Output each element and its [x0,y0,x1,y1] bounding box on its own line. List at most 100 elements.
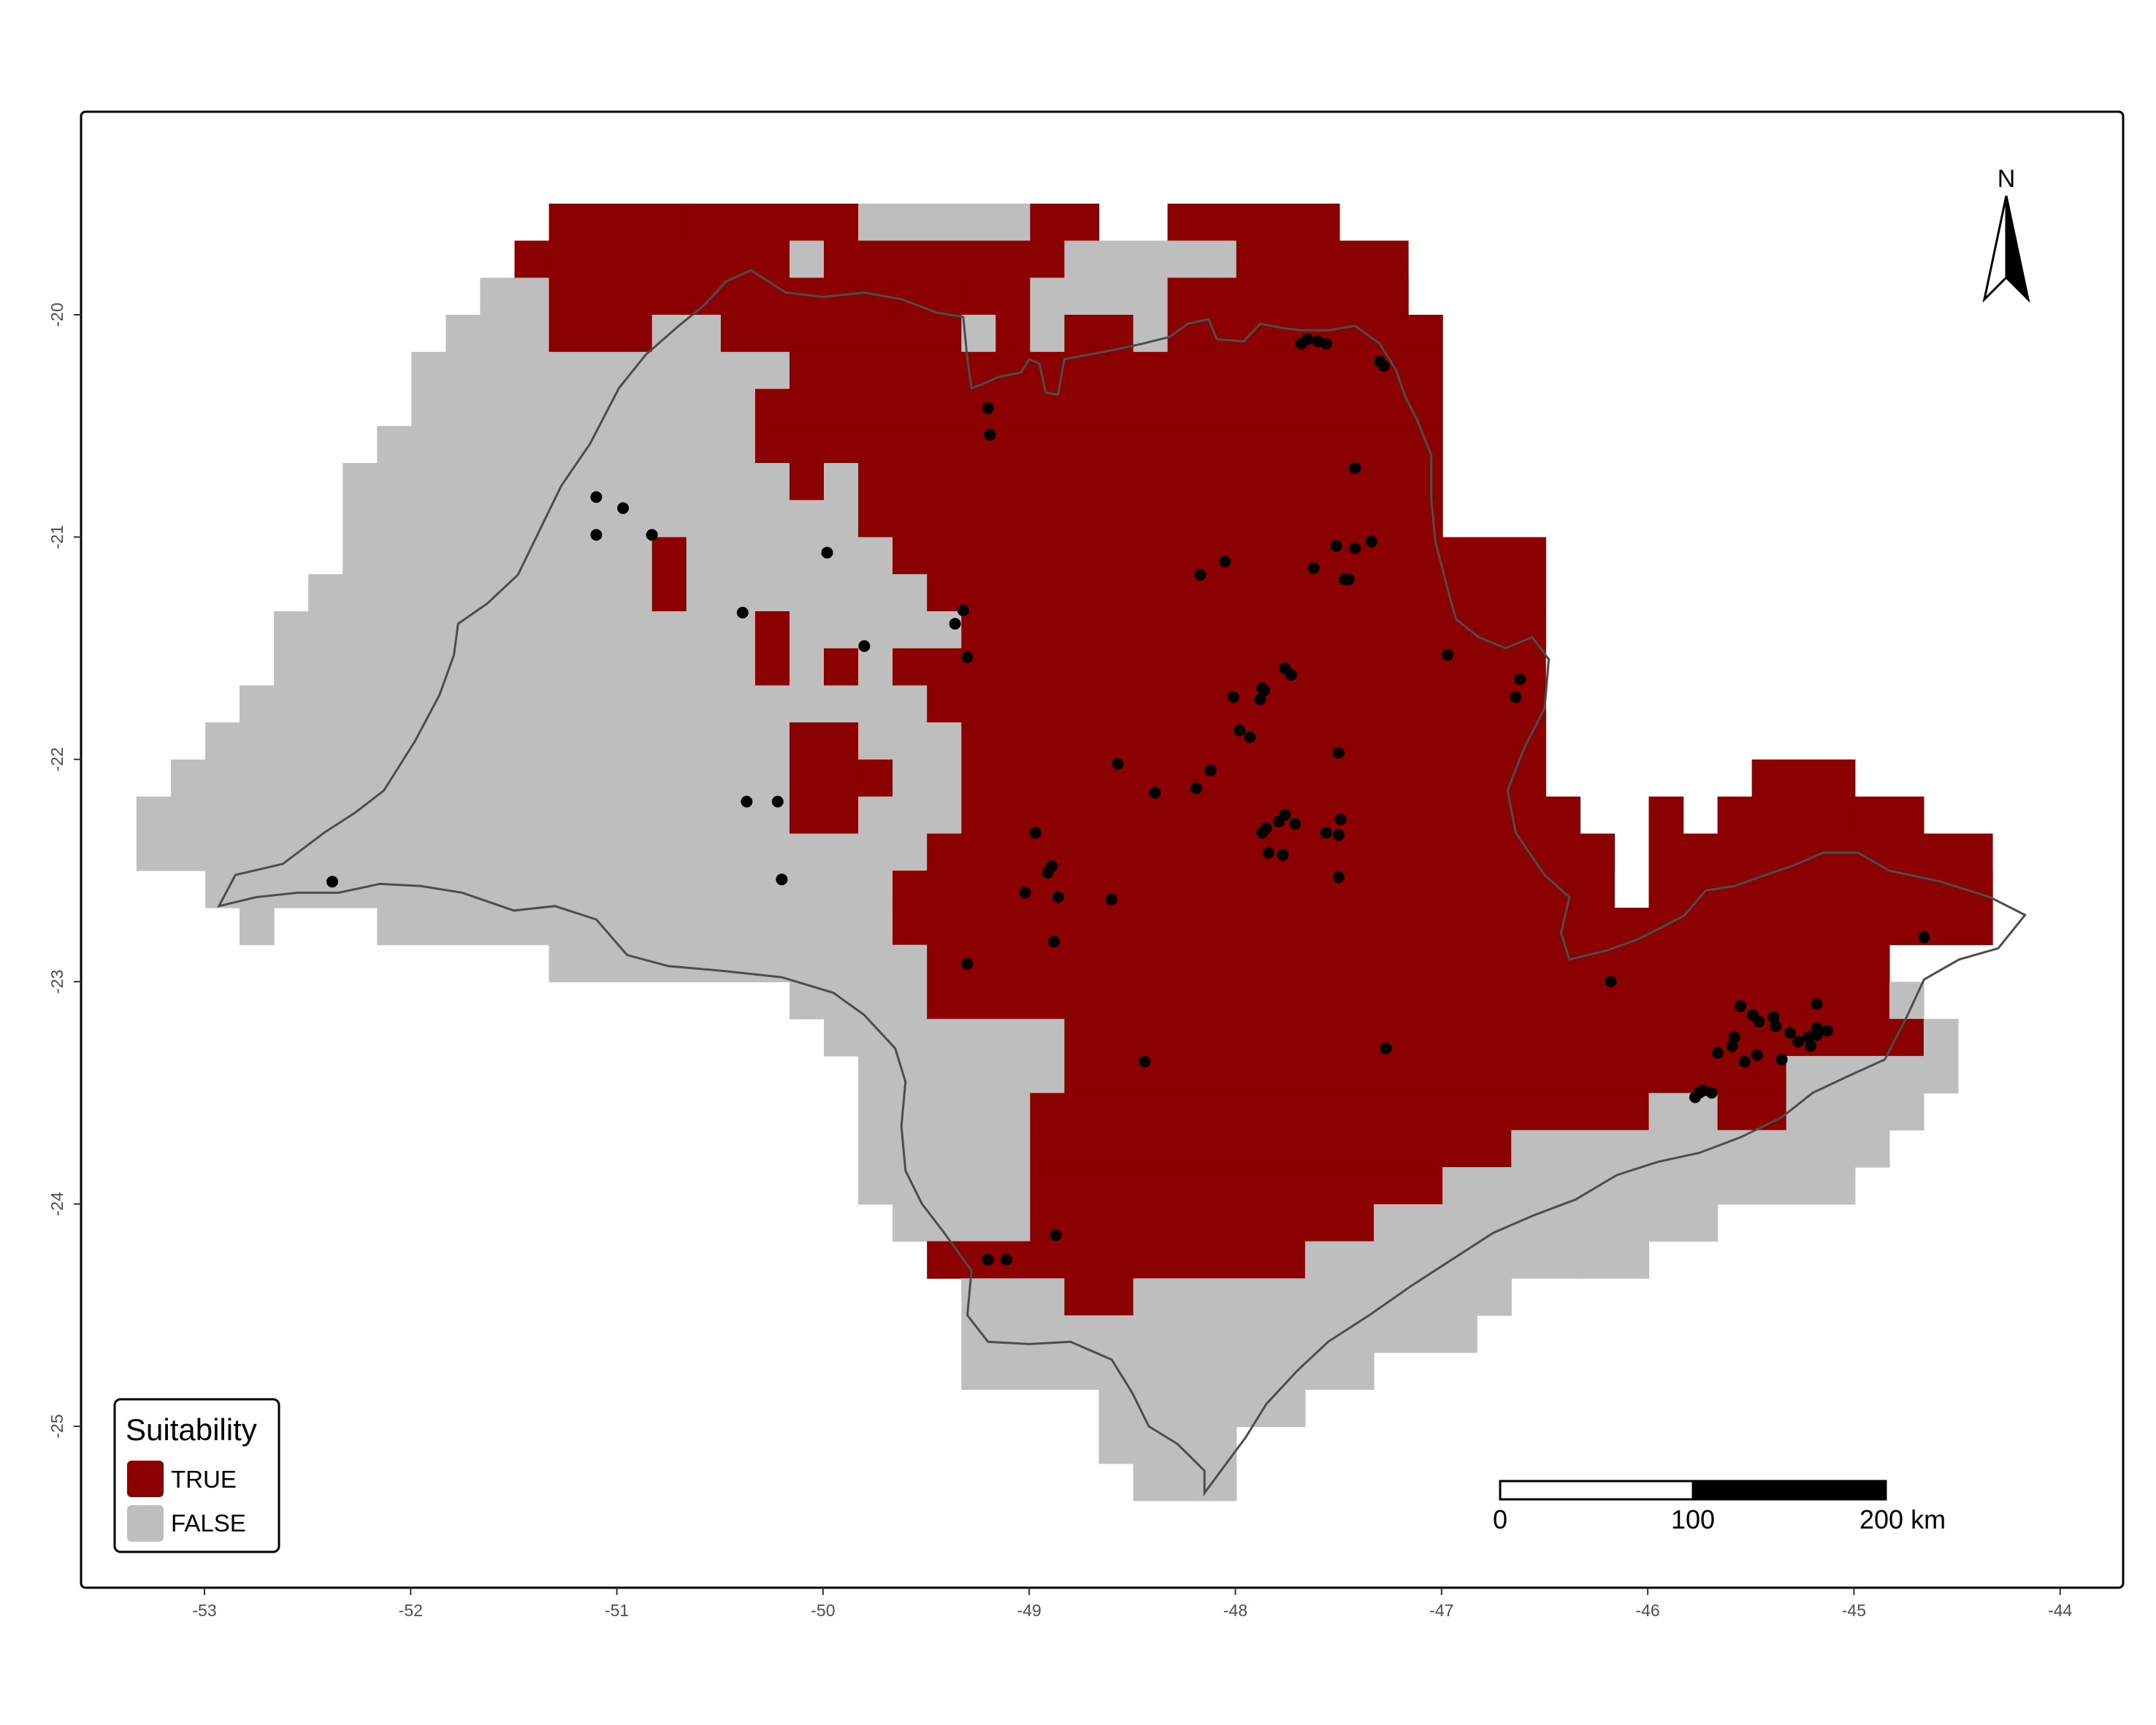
raster-cell-false [1786,1055,1821,1094]
occurrence-point [1256,827,1269,839]
y-tick-label: -24 [47,1192,66,1216]
raster-cell-false [343,500,446,538]
raster-cell-true [548,278,893,315]
occurrence-point [1052,891,1064,903]
occurrence-point [1767,1011,1780,1023]
raster-cell-true [1030,1204,1375,1242]
raster-cell-false [961,203,1031,242]
raster-cell-false [1098,1426,1237,1464]
raster-cell-false [824,685,859,723]
scale-bar-white-segment [1499,1480,1694,1501]
raster-cell-false [1511,1130,1821,1168]
raster-cell-false [754,463,790,501]
legend-label-true: TRUE [171,1466,237,1493]
raster-cell-false [205,833,928,871]
raster-cell-false [1098,1315,1478,1353]
raster-cell-true [995,315,1031,353]
raster-cell-true [927,685,1546,723]
raster-cell-false [858,1167,1031,1205]
raster-cell-true [754,648,790,686]
raster-cell-true [961,611,1546,649]
occurrence-point [1272,816,1285,827]
occurrence-point [1262,846,1274,859]
north-arrow-label: N [1998,165,2016,193]
occurrence-point [1770,1020,1782,1033]
occurrence-point [1811,1029,1823,1041]
y-tick-label: -22 [47,747,66,771]
legend-swatch-true [127,1461,164,1497]
occurrence-point [1728,1031,1740,1044]
raster-cell-false [274,611,378,649]
raster-cell-true [754,426,1443,464]
raster-cell-false [1820,1130,1890,1168]
raster-cell-false [1923,1019,1959,1057]
raster-cell-false [892,982,928,1020]
raster-cell-true [1064,1278,1134,1316]
occurrence-point [1342,573,1355,586]
occurrence-point [949,618,961,630]
raster-cell-true [1030,203,1100,242]
occurrence-point [1234,724,1246,737]
raster-cell-true [1648,871,1993,909]
raster-cell-false [1133,315,1169,353]
raster-cell-false [343,537,412,575]
raster-cell-false [790,648,825,686]
x-tick-label: -45 [1842,1601,1866,1620]
raster-cell-false [754,685,790,723]
occurrence-point [1349,462,1361,474]
raster-cell-false [1133,1464,1237,1502]
occurrence-point [982,402,994,414]
raster-cell-false [514,351,722,390]
occurrence-point [961,957,974,970]
occurrence-points [326,333,1930,1266]
occurrence-point [1334,814,1347,825]
scale-bar: 0 100 200 km [1493,1480,1946,1534]
occurrence-point [1792,1036,1805,1048]
x-tick-label: -51 [605,1601,629,1620]
raster-cell-true [651,537,687,575]
raster-cell-false [1304,1241,1580,1279]
raster-cell-true [927,315,962,353]
occurrence-point [1712,1047,1724,1059]
occurrence-point [1307,562,1320,574]
occurrence-point [1019,887,1031,899]
raster-cell-true [824,240,1031,278]
raster-cell-true [892,648,1546,686]
occurrence-point [1258,684,1270,697]
x-tick-label: -48 [1223,1601,1247,1620]
raster-cell-false [892,760,962,798]
raster-cell-false [343,648,756,686]
raster-cell-false [240,907,275,946]
occurrence-point [1821,1025,1833,1037]
raster-cell-false [1683,1204,1719,1242]
occurrence-point [1918,931,1930,944]
raster-cell-true [1030,1241,1306,1279]
raster-cell-true [961,760,1546,798]
occurrence-point [1139,1055,1151,1068]
raster-cell-false [892,1204,1031,1242]
occurrence-point [741,795,753,808]
occurrence-point [771,795,784,808]
occurrence-point [1805,1040,1817,1052]
occurrence-point [1244,731,1256,743]
raster-cell-false [1133,1278,1512,1316]
raster-cell-false [1889,982,1924,1020]
occurrence-point [1320,337,1332,350]
occurrence-point [1442,649,1454,661]
raster-cell-false [136,796,240,834]
y-tick-label: -21 [47,525,66,549]
occurrence-point [1029,827,1041,839]
x-axis: -53 -52 -51 -50 -49 -48 -47 -46 -45 -44 [192,1588,2073,1620]
occurrence-point [1332,746,1345,759]
scale-label-200: 200 km [1859,1504,1946,1534]
occurrence-point [1050,1229,1062,1242]
raster-cell-false [686,537,893,575]
state-outline [216,269,2027,1496]
raster-cell-false [824,1019,893,1057]
raster-cell-false [1030,315,1066,353]
raster-cell-true [927,982,1890,1020]
north-arrow: N [1982,165,2030,303]
raster-cell-true [790,796,859,834]
raster-cell-false [961,1315,1100,1353]
